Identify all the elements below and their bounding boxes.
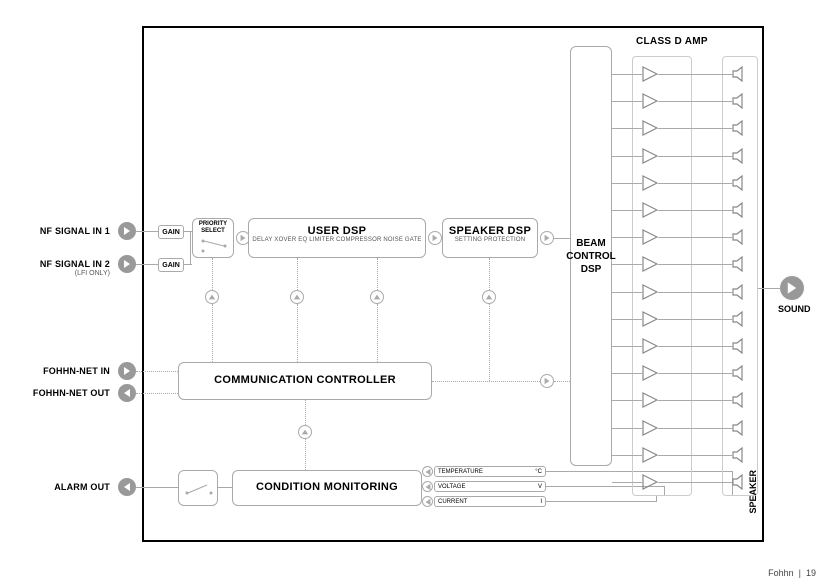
footer-page: 19 [806,568,816,578]
priority-select: PRIORITY SELECT [192,218,234,258]
node-cond-0 [422,466,433,477]
amp-icon [642,175,658,191]
amp-icon [642,202,658,218]
io-circle-fohhn-net-in [118,362,136,380]
node-comm-beam [540,374,554,388]
cond-unit-1: V [538,482,542,491]
amp-icon [642,311,658,327]
amp-icon [642,474,658,490]
cond-unit-0: °C [535,467,542,476]
amp-icon [642,256,658,272]
io-label-fohhn-net-out: FOHHN-NET OUT [0,388,110,398]
amp-icon [642,229,658,245]
alarm-switch [178,470,218,506]
speaker-icon [732,338,748,354]
speaker-icon [732,229,748,245]
speaker-dsp-title: SPEAKER DSP [443,225,537,237]
speaker-icon [732,474,748,490]
priority-l2: SELECT [201,228,225,234]
beam-control-dsp: BEAM CONTROL DSP [570,46,612,466]
amp-icon [642,392,658,408]
speaker-dsp: SPEAKER DSP SETTING PROTECTION [442,218,538,258]
comm-controller: COMMUNICATION CONTROLLER [178,362,432,400]
amp-icon [642,420,658,436]
amp-icon [642,365,658,381]
speaker-label: SPEAKER [748,470,758,514]
io-circle-signal-in-1 [118,222,136,240]
cond-label-0: TEMPERATURE [438,467,483,476]
gain-2: GAIN [158,258,184,272]
cond-title: CONDITION MONITORING [233,471,421,504]
cond-row-0: TEMPERATURE °C [434,466,546,477]
sound-out-icon [780,276,804,300]
io-sub-signal-in-2: (LFI ONLY) [0,270,110,277]
io-label-signal-in-1: NF SIGNAL IN 1 [0,226,110,236]
cond-row-2: CURRENT I [434,496,546,507]
footer-brand: Fohhn [768,568,794,578]
node-user-out [428,231,442,245]
io-circle-signal-in-2 [118,255,136,273]
node-comm-cond [298,425,312,439]
io-label-fohhn-net-in: FOHHN-NET IN [0,366,110,376]
node-up1 [205,290,219,304]
node-cond-1 [422,481,433,492]
speaker-icon [732,93,748,109]
user-dsp-sub: DELAY XOVER EQ LIMITER COMPRESSOR NOISE … [249,237,425,243]
speaker-icon [732,202,748,218]
cond-label-1: VOLTAGE [438,482,465,491]
priority-l1: PRIORITY [199,221,227,227]
node-speaker-out [540,231,554,245]
amp-icon [642,120,658,136]
amp-icon [642,148,658,164]
speaker-icon [732,392,748,408]
speaker-icon [732,148,748,164]
cond-unit-2: I [540,497,542,506]
amp-icon [642,66,658,82]
speaker-icon [732,284,748,300]
io-circle-fohhn-net-out [118,384,136,402]
speaker-icon [732,66,748,82]
speaker-icon [732,175,748,191]
sound-label: SOUND [778,304,811,314]
gain-1: GAIN [158,225,184,239]
node-up4 [482,290,496,304]
beam-l1: BEAM [566,237,615,250]
amp-icon [642,284,658,300]
user-dsp: USER DSP DELAY XOVER EQ LIMITER COMPRESS… [248,218,426,258]
speaker-icon [732,120,748,136]
beam-l2: CONTROL [566,250,615,263]
io-circle-alarm-out [118,478,136,496]
node-up3 [370,290,384,304]
node-cond-2 [422,496,433,507]
beam-l3: DSP [566,263,615,276]
amp-icon [642,93,658,109]
condition-monitoring: CONDITION MONITORING [232,470,422,506]
node-up2 [290,290,304,304]
speaker-icon [732,256,748,272]
speaker-dsp-sub: SETTING PROTECTION [443,237,537,243]
comm-title: COMMUNICATION CONTROLLER [179,363,431,398]
amp-icon [642,338,658,354]
amp-icon [642,447,658,463]
amp-box [632,56,692,496]
user-dsp-title: USER DSP [249,225,425,237]
cond-row-1: VOLTAGE V [434,481,546,492]
speaker-icon [732,447,748,463]
footer: Fohhn | 19 [768,568,816,578]
io-label-signal-in-2: NF SIGNAL IN 2 [0,259,110,269]
speaker-icon [732,420,748,436]
speaker-icon [732,311,748,327]
speaker-icon [732,365,748,381]
class-d-label: CLASS D AMP [636,36,708,47]
cond-label-2: CURRENT [438,497,467,506]
io-label-alarm-out: ALARM OUT [0,482,110,492]
